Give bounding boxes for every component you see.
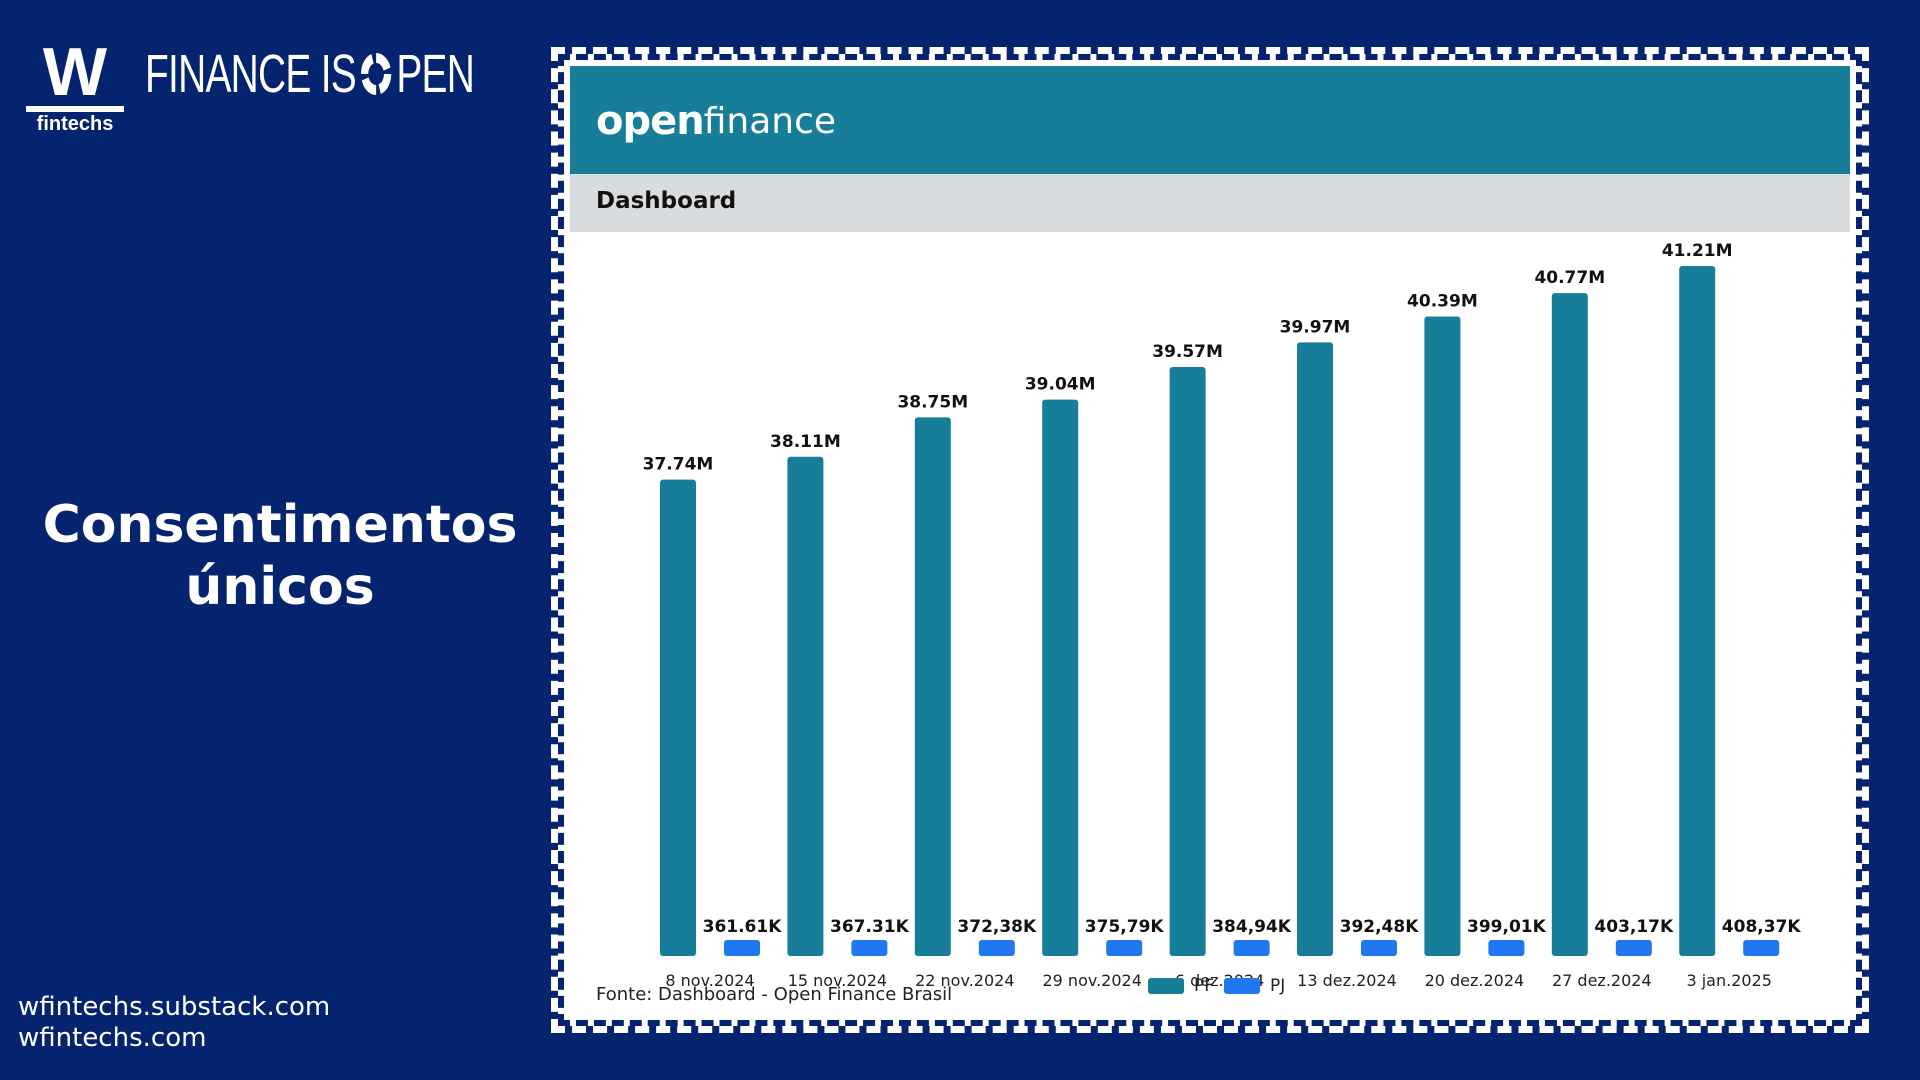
source-note: Fonte: Dashboard - Open Finance Brasil xyxy=(596,984,953,1005)
x-tick-label: 3 jan.2025 xyxy=(1686,971,1771,990)
data-label-pj: 403,17K xyxy=(1594,917,1674,937)
bar-pj xyxy=(724,940,760,956)
openfinance-logo-open: open xyxy=(596,98,705,144)
bar-pf xyxy=(1551,293,1588,956)
data-label-pj: 384,94K xyxy=(1212,917,1292,937)
bar-pj xyxy=(851,940,888,956)
data-label-pj: 375,79K xyxy=(1085,917,1165,937)
data-label-pf: 37.74M xyxy=(643,455,714,475)
data-label-pf: 41.21M xyxy=(1662,241,1733,261)
legend-item-pj: PJ xyxy=(1224,976,1285,996)
openfinance-logo-finance: finance xyxy=(703,100,837,142)
logo-subtitle: fintechs xyxy=(36,113,114,135)
x-tick-label: 13 dez.2024 xyxy=(1297,971,1397,990)
footer-links: wfintechs.substack.com wfintechs.com xyxy=(18,992,330,1054)
data-label-pj: 367.31K xyxy=(830,917,910,937)
bar-pf xyxy=(914,417,951,957)
bar-pj xyxy=(1106,940,1143,956)
bar-pj xyxy=(1233,940,1270,956)
data-label-pf: 38.75M xyxy=(897,392,968,412)
open-ring-icon xyxy=(361,53,392,95)
bar-pf xyxy=(1169,366,1206,957)
bar-pf xyxy=(660,479,696,956)
bar-chart: 37.74M 361.61K 8 nov.2024 38.11M 367.31K 15 n… xyxy=(643,241,1802,990)
bar-pj xyxy=(978,940,1015,956)
dashboard-card: open finance Dashboard 37.74M 361.61K 8 no… xyxy=(551,47,1869,1033)
x-tick-label: 15 nov.2024 xyxy=(788,971,887,990)
data-label-pf: 39.57M xyxy=(1152,342,1223,362)
page-title: Consentimentos únicos xyxy=(0,494,560,618)
bar-pj xyxy=(1743,940,1780,956)
data-label-pj: 372,38K xyxy=(957,917,1037,937)
bar-pf xyxy=(1297,342,1333,956)
link-substack[interactable]: wfintechs.substack.com xyxy=(18,992,331,1022)
bar-pf xyxy=(1424,316,1461,956)
data-label-pj: 392,48K xyxy=(1340,917,1420,937)
legend-item-pf: PF xyxy=(1148,976,1214,996)
legend-label-pj: PJ xyxy=(1270,976,1286,996)
bar-pj xyxy=(1488,940,1525,956)
data-label-pf: 40.39M xyxy=(1407,291,1478,311)
x-tick-label: 29 nov.2024 xyxy=(1042,971,1141,990)
bar-pf xyxy=(1679,266,1716,956)
bar-pj xyxy=(1361,940,1397,956)
openfinance-logo: open finance xyxy=(596,96,836,146)
wfintechs-logo: W fintechs xyxy=(26,38,124,135)
dashboard-section-title: Dashboard xyxy=(596,188,737,214)
data-label-pf: 38.11M xyxy=(770,432,841,452)
chart-legend: PF PJ xyxy=(1148,976,1295,996)
bar-pf xyxy=(787,456,824,956)
tagline: FINANCE IS PEN xyxy=(145,42,475,106)
bar-pj xyxy=(1615,940,1652,956)
legend-label-pf: PF xyxy=(1194,976,1215,996)
data-label-pf: 39.97M xyxy=(1280,317,1351,337)
data-label-pj: 361.61K xyxy=(703,917,783,937)
dashboard-card-inner: open finance Dashboard 37.74M 361.61K 8 no… xyxy=(570,66,1850,1014)
tagline-part1: FINANCE IS xyxy=(145,44,357,104)
logo-rule xyxy=(26,106,124,112)
data-label-pf: 40.77M xyxy=(1534,268,1605,288)
legend-swatch-pj xyxy=(1224,978,1261,994)
link-website[interactable]: wfintechs.com xyxy=(18,1023,207,1053)
tagline-part2: PEN xyxy=(396,44,475,104)
page-title-line2: únicos xyxy=(185,557,375,617)
bar-pf xyxy=(1042,399,1079,956)
x-tick-label: 8 nov.2024 xyxy=(665,971,754,990)
x-tick-label: 22 nov.2024 xyxy=(915,971,1014,990)
openfinance-header: open finance xyxy=(570,66,1850,174)
data-label-pj: 399,01K xyxy=(1467,917,1547,937)
data-label-pf: 39.04M xyxy=(1025,375,1096,395)
dashboard-section-bar: Dashboard xyxy=(570,174,1850,232)
x-tick-label: 20 dez.2024 xyxy=(1425,971,1525,990)
data-label-pj: 408,37K xyxy=(1722,917,1802,937)
legend-swatch-pf xyxy=(1148,978,1184,994)
x-tick-label: 27 dez.2024 xyxy=(1552,971,1652,990)
logo-letter: W xyxy=(42,34,108,110)
page-title-line1: Consentimentos xyxy=(42,495,518,555)
